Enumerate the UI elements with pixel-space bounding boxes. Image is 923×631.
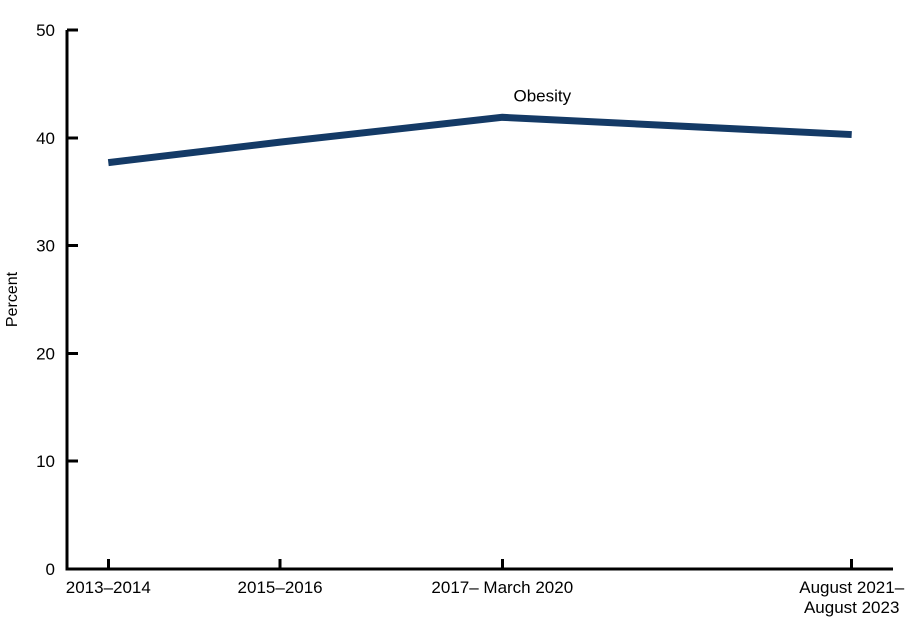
y-tick-label: 40: [36, 129, 55, 148]
y-tick-label: 0: [46, 560, 55, 579]
x-tick-label: 2015–2016: [238, 578, 323, 597]
x-tick-label: 2017– March 2020: [431, 578, 573, 597]
y-tick-label: 10: [36, 452, 55, 471]
y-tick-label: 50: [36, 21, 55, 40]
x-tick-label: August 2021– August 2023: [799, 578, 904, 617]
y-tick-label: 30: [36, 237, 55, 256]
y-axis-title: Percent: [4, 271, 21, 327]
series-label: Obesity: [513, 86, 571, 105]
y-tick-label: 20: [36, 344, 55, 363]
data-line: [107, 113, 852, 167]
x-tick-label: 2013–2014: [66, 578, 151, 597]
